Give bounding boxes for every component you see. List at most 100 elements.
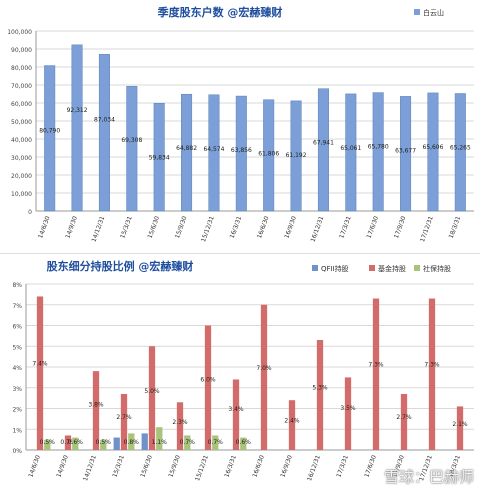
x-tick-label: 14/9/30 <box>55 454 70 478</box>
x-tick-label: 15/3/31 <box>119 215 134 239</box>
y-tick-label: 100,000 <box>7 29 32 36</box>
bar <box>260 304 268 450</box>
bar <box>72 437 79 450</box>
chart-title: 季度股东户数 @宏赫臻财 <box>157 5 283 19</box>
bar <box>156 427 163 450</box>
x-tick-label: 18/3/31 <box>448 215 463 239</box>
y-tick-label: 2% <box>12 407 22 414</box>
legend-swatch <box>369 265 375 271</box>
bar <box>372 92 384 212</box>
y-tick-label: 0 <box>28 209 32 216</box>
bar <box>71 44 83 212</box>
x-tick-label: 17/6/30 <box>363 454 378 478</box>
watermark: 雪球：巴赫师 <box>384 466 474 487</box>
data-label: 7.3% <box>368 362 384 369</box>
bar <box>427 92 439 212</box>
y-tick-label: 70,000 <box>11 83 32 90</box>
bar <box>263 99 275 212</box>
data-label: 61,806 <box>258 151 279 158</box>
y-tick-label: 5% <box>12 344 22 351</box>
bar <box>400 393 408 450</box>
bar <box>44 439 51 450</box>
legend-swatch <box>414 9 420 15</box>
data-label: 0.5% <box>96 439 112 446</box>
x-tick-label: 16/3/31 <box>223 454 238 478</box>
data-label: 7.3% <box>424 362 440 369</box>
data-label: 80,790 <box>39 128 60 135</box>
data-label: 67,941 <box>313 140 334 147</box>
x-tick-label: 15/12/31 <box>194 454 210 482</box>
x-tick-label: 16/3/31 <box>229 215 244 239</box>
x-tick-label: 17/12/31 <box>419 215 435 243</box>
x-tick-label: 17/6/30 <box>366 215 381 239</box>
bar <box>240 437 247 450</box>
data-label: 63,856 <box>231 147 252 154</box>
data-label: 5.0% <box>144 388 160 395</box>
bar <box>400 96 412 212</box>
y-tick-label: 6% <box>12 324 22 331</box>
bar <box>126 85 138 212</box>
chart-title: 股东细分持股比例 @宏赫臻财 <box>47 259 194 273</box>
bar <box>113 437 120 450</box>
bar <box>128 433 135 450</box>
legend-label: 白云山 <box>423 8 444 17</box>
y-tick-label: 8% <box>12 282 22 289</box>
data-label: 65,061 <box>340 145 361 152</box>
data-label: 69,308 <box>121 137 142 144</box>
bar <box>153 103 165 212</box>
x-tick-label: 15/6/30 <box>147 215 162 239</box>
shareholder-count-chart: 季度股东户数 @宏赫臻财 0 10,000 20,000 30,000 40,000 50,… <box>7 5 474 243</box>
x-tick-label: 15/9/30 <box>174 215 189 239</box>
bar <box>44 65 56 212</box>
x-tick-label: 14/9/30 <box>64 215 79 239</box>
data-label: 0.7% <box>60 439 76 446</box>
data-label: 59,834 <box>149 154 170 161</box>
bar <box>64 435 72 450</box>
y-tick-label: 30,000 <box>11 155 32 162</box>
data-label: 6.0% <box>200 377 216 384</box>
holding-ratio-chart-panel: 股东细分持股比例 @宏赫臻财 0% 1% 2% 3% 4% 5% 6% 7% 8% QFII持股 基金… <box>0 254 480 493</box>
data-label: 0.6% <box>68 439 84 446</box>
bar <box>36 296 44 450</box>
bar <box>184 435 191 450</box>
x-tick-label: 14/12/31 <box>82 454 98 482</box>
data-label: 65,265 <box>450 145 471 152</box>
data-label: 61,192 <box>286 152 307 159</box>
bar <box>148 346 156 450</box>
bar <box>232 379 240 450</box>
data-label: 0.5% <box>40 439 56 446</box>
holding-ratio-chart: 股东细分持股比例 @宏赫臻财 0% 1% 2% 3% 4% 5% 6% 7% 8% QFII持股 基金… <box>12 259 474 482</box>
data-label: 3.4% <box>228 406 244 413</box>
x-tick-label: 16/9/30 <box>283 215 298 239</box>
y-tick-label: 20,000 <box>11 173 32 180</box>
x-tick-label: 17/3/31 <box>338 215 353 239</box>
y-tick-label: 4% <box>12 365 22 372</box>
data-label: 0.7% <box>180 439 196 446</box>
bar <box>345 93 357 212</box>
legend-swatch <box>414 265 420 271</box>
y-tick-label: 90,000 <box>11 47 32 54</box>
data-label: 92,312 <box>67 107 88 114</box>
x-tick-label: 16/6/30 <box>251 454 266 478</box>
data-label: 0.7% <box>208 439 224 446</box>
data-label: 2.3% <box>172 419 188 426</box>
x-tick-label: 15/12/31 <box>200 215 216 243</box>
x-tick-label: 15/9/30 <box>167 454 182 478</box>
y-tick-label: 10,000 <box>11 191 32 198</box>
bar <box>92 371 100 450</box>
data-label: 65,780 <box>368 144 389 151</box>
data-label: 65,606 <box>422 144 443 151</box>
x-tick-label: 16/12/31 <box>306 454 322 482</box>
legend-swatch <box>312 265 318 271</box>
bar <box>204 325 212 450</box>
x-tick-label: 16/6/30 <box>256 215 271 239</box>
y-tick-label: 40,000 <box>11 137 32 144</box>
bar <box>98 54 110 212</box>
bar <box>212 435 219 450</box>
data-label: 0.6% <box>236 439 252 446</box>
legend-label: 社保持股 <box>423 264 451 273</box>
data-label: 2.1% <box>452 421 468 428</box>
data-label: 1.1% <box>152 439 168 446</box>
data-label: 7.0% <box>256 365 272 372</box>
shareholder-count-chart-panel: 季度股东户数 @宏赫臻财 0 10,000 20,000 30,000 40,000 50,… <box>0 5 480 254</box>
